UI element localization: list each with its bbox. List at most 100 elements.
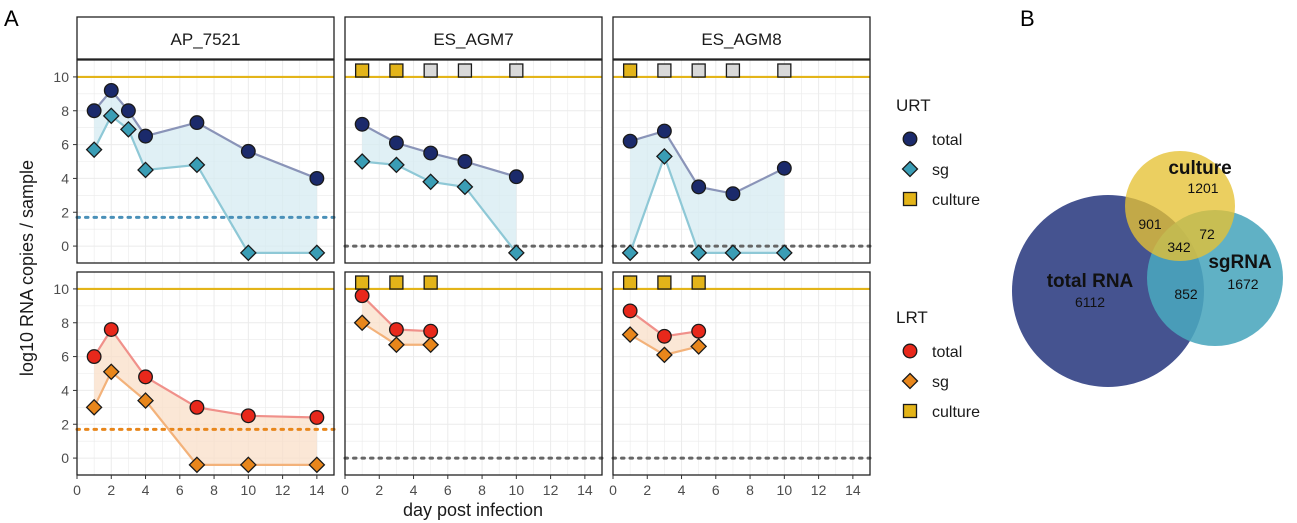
facet-panel: 0 2 4 6 8 10 12 14	[609, 271, 872, 498]
facet-panel: 0 2 4 6 8 10 12 14	[341, 271, 604, 498]
sg-point	[621, 326, 639, 344]
facet-strip	[612, 16, 871, 60]
sg-point	[308, 456, 326, 474]
y-tick-label: 2	[61, 416, 69, 432]
sg-point	[775, 244, 793, 262]
panel-border	[344, 271, 603, 476]
total-point	[776, 160, 792, 176]
total-point	[423, 323, 439, 339]
x-tick-label: 2	[643, 482, 651, 498]
culture-point	[657, 275, 672, 290]
sg-point	[422, 173, 440, 191]
x-tick-label: 10	[241, 482, 257, 498]
panel-b-label: B	[1020, 6, 1035, 31]
y-tick-label: 8	[61, 315, 69, 331]
sg-point	[85, 141, 103, 159]
venn-count: 1672	[1227, 276, 1258, 292]
culture-point	[691, 275, 706, 290]
total-point	[86, 349, 102, 365]
total-point	[189, 399, 205, 415]
sg-point	[308, 244, 326, 262]
legend-label: culture	[932, 192, 980, 209]
venn-circle-culture	[1125, 151, 1235, 261]
total-point	[138, 369, 153, 385]
legend-key-sg	[901, 372, 919, 390]
venn-set-label: total RNA	[1047, 271, 1134, 292]
total-point	[309, 170, 325, 186]
x-tick-label: 8	[478, 482, 486, 498]
total-point	[656, 123, 672, 139]
culture-point	[622, 275, 638, 290]
total-point	[691, 179, 707, 195]
sg-point	[655, 148, 673, 165]
sg-point	[422, 336, 440, 354]
y-tick-label: 0	[61, 450, 69, 466]
x-tick-label: 8	[210, 482, 218, 498]
sg-point	[137, 392, 154, 409]
total-point	[309, 410, 325, 425]
x-tick-label: 8	[746, 482, 754, 498]
total-point	[656, 328, 672, 344]
total-point	[622, 303, 638, 319]
y-tick-label: 6	[61, 137, 69, 153]
facet-label: ES_AGM7	[433, 30, 513, 49]
venn-count: 342	[1167, 239, 1191, 255]
facet-label: ES_AGM8	[701, 30, 781, 49]
facet-panel: 0 2 4 6 8 10 0 2 4 6 8 10 12 14	[53, 271, 336, 498]
sg-point	[724, 244, 742, 262]
panel-border	[76, 271, 335, 476]
total-point	[103, 82, 119, 98]
sg-point	[188, 156, 206, 174]
x-tick-label: 0	[73, 482, 81, 498]
panel-border	[76, 59, 335, 264]
sg-point	[137, 161, 154, 179]
x-tick-label: 14	[577, 482, 593, 498]
y-tick-label: 4	[61, 170, 69, 186]
sg-line	[93, 370, 317, 466]
sg-point	[119, 120, 137, 138]
total-point	[508, 169, 524, 185]
culture-point	[389, 275, 404, 290]
legend-label: culture	[932, 404, 980, 421]
total-point	[725, 186, 741, 202]
y-tick-label: 4	[61, 382, 69, 398]
venn-set-label: culture	[1168, 158, 1231, 179]
x-tick-label: 0	[341, 482, 349, 498]
legend-label: total	[932, 132, 962, 149]
total-point	[423, 145, 439, 161]
y-tick-label: 8	[61, 103, 69, 119]
total-point	[691, 323, 707, 339]
culture-point	[725, 63, 741, 78]
legend-key-culture	[902, 191, 918, 207]
sg-point	[353, 314, 371, 332]
total-point	[138, 128, 153, 144]
total-point	[388, 135, 404, 151]
legend-key-sg	[901, 160, 919, 178]
culture-point	[509, 63, 524, 78]
culture-point	[389, 63, 404, 78]
sg-point	[353, 153, 371, 170]
total-point	[120, 103, 136, 119]
venn-count: 901	[1138, 216, 1162, 232]
culture-point	[354, 63, 370, 78]
faceted-line-chart: AP_7521 ES_AGM7 ES_AGM8 0 2 4 6 8 10 0 2 4 6 8 10 0 2 4 6 8…	[17, 16, 872, 520]
facet-strip	[344, 16, 603, 60]
total-point	[189, 115, 205, 131]
culture-point	[657, 63, 672, 78]
panel-border	[612, 59, 871, 264]
culture-point	[457, 63, 473, 78]
sg-point	[239, 456, 257, 474]
y-axis-title: log10 RNA copies / sample	[17, 160, 37, 376]
total-point	[622, 133, 638, 149]
x-tick-label: 12	[275, 482, 291, 498]
ribbon-area	[94, 329, 317, 465]
x-tick-label: 4	[678, 482, 686, 498]
facet-panel	[343, 59, 604, 264]
x-tick-label: 2	[375, 482, 383, 498]
facet-panel: 0 2 4 6 8 10	[53, 59, 336, 264]
facet-label: AP_7521	[171, 30, 241, 49]
x-tick-label: 14	[309, 482, 325, 498]
total-point	[457, 154, 473, 169]
